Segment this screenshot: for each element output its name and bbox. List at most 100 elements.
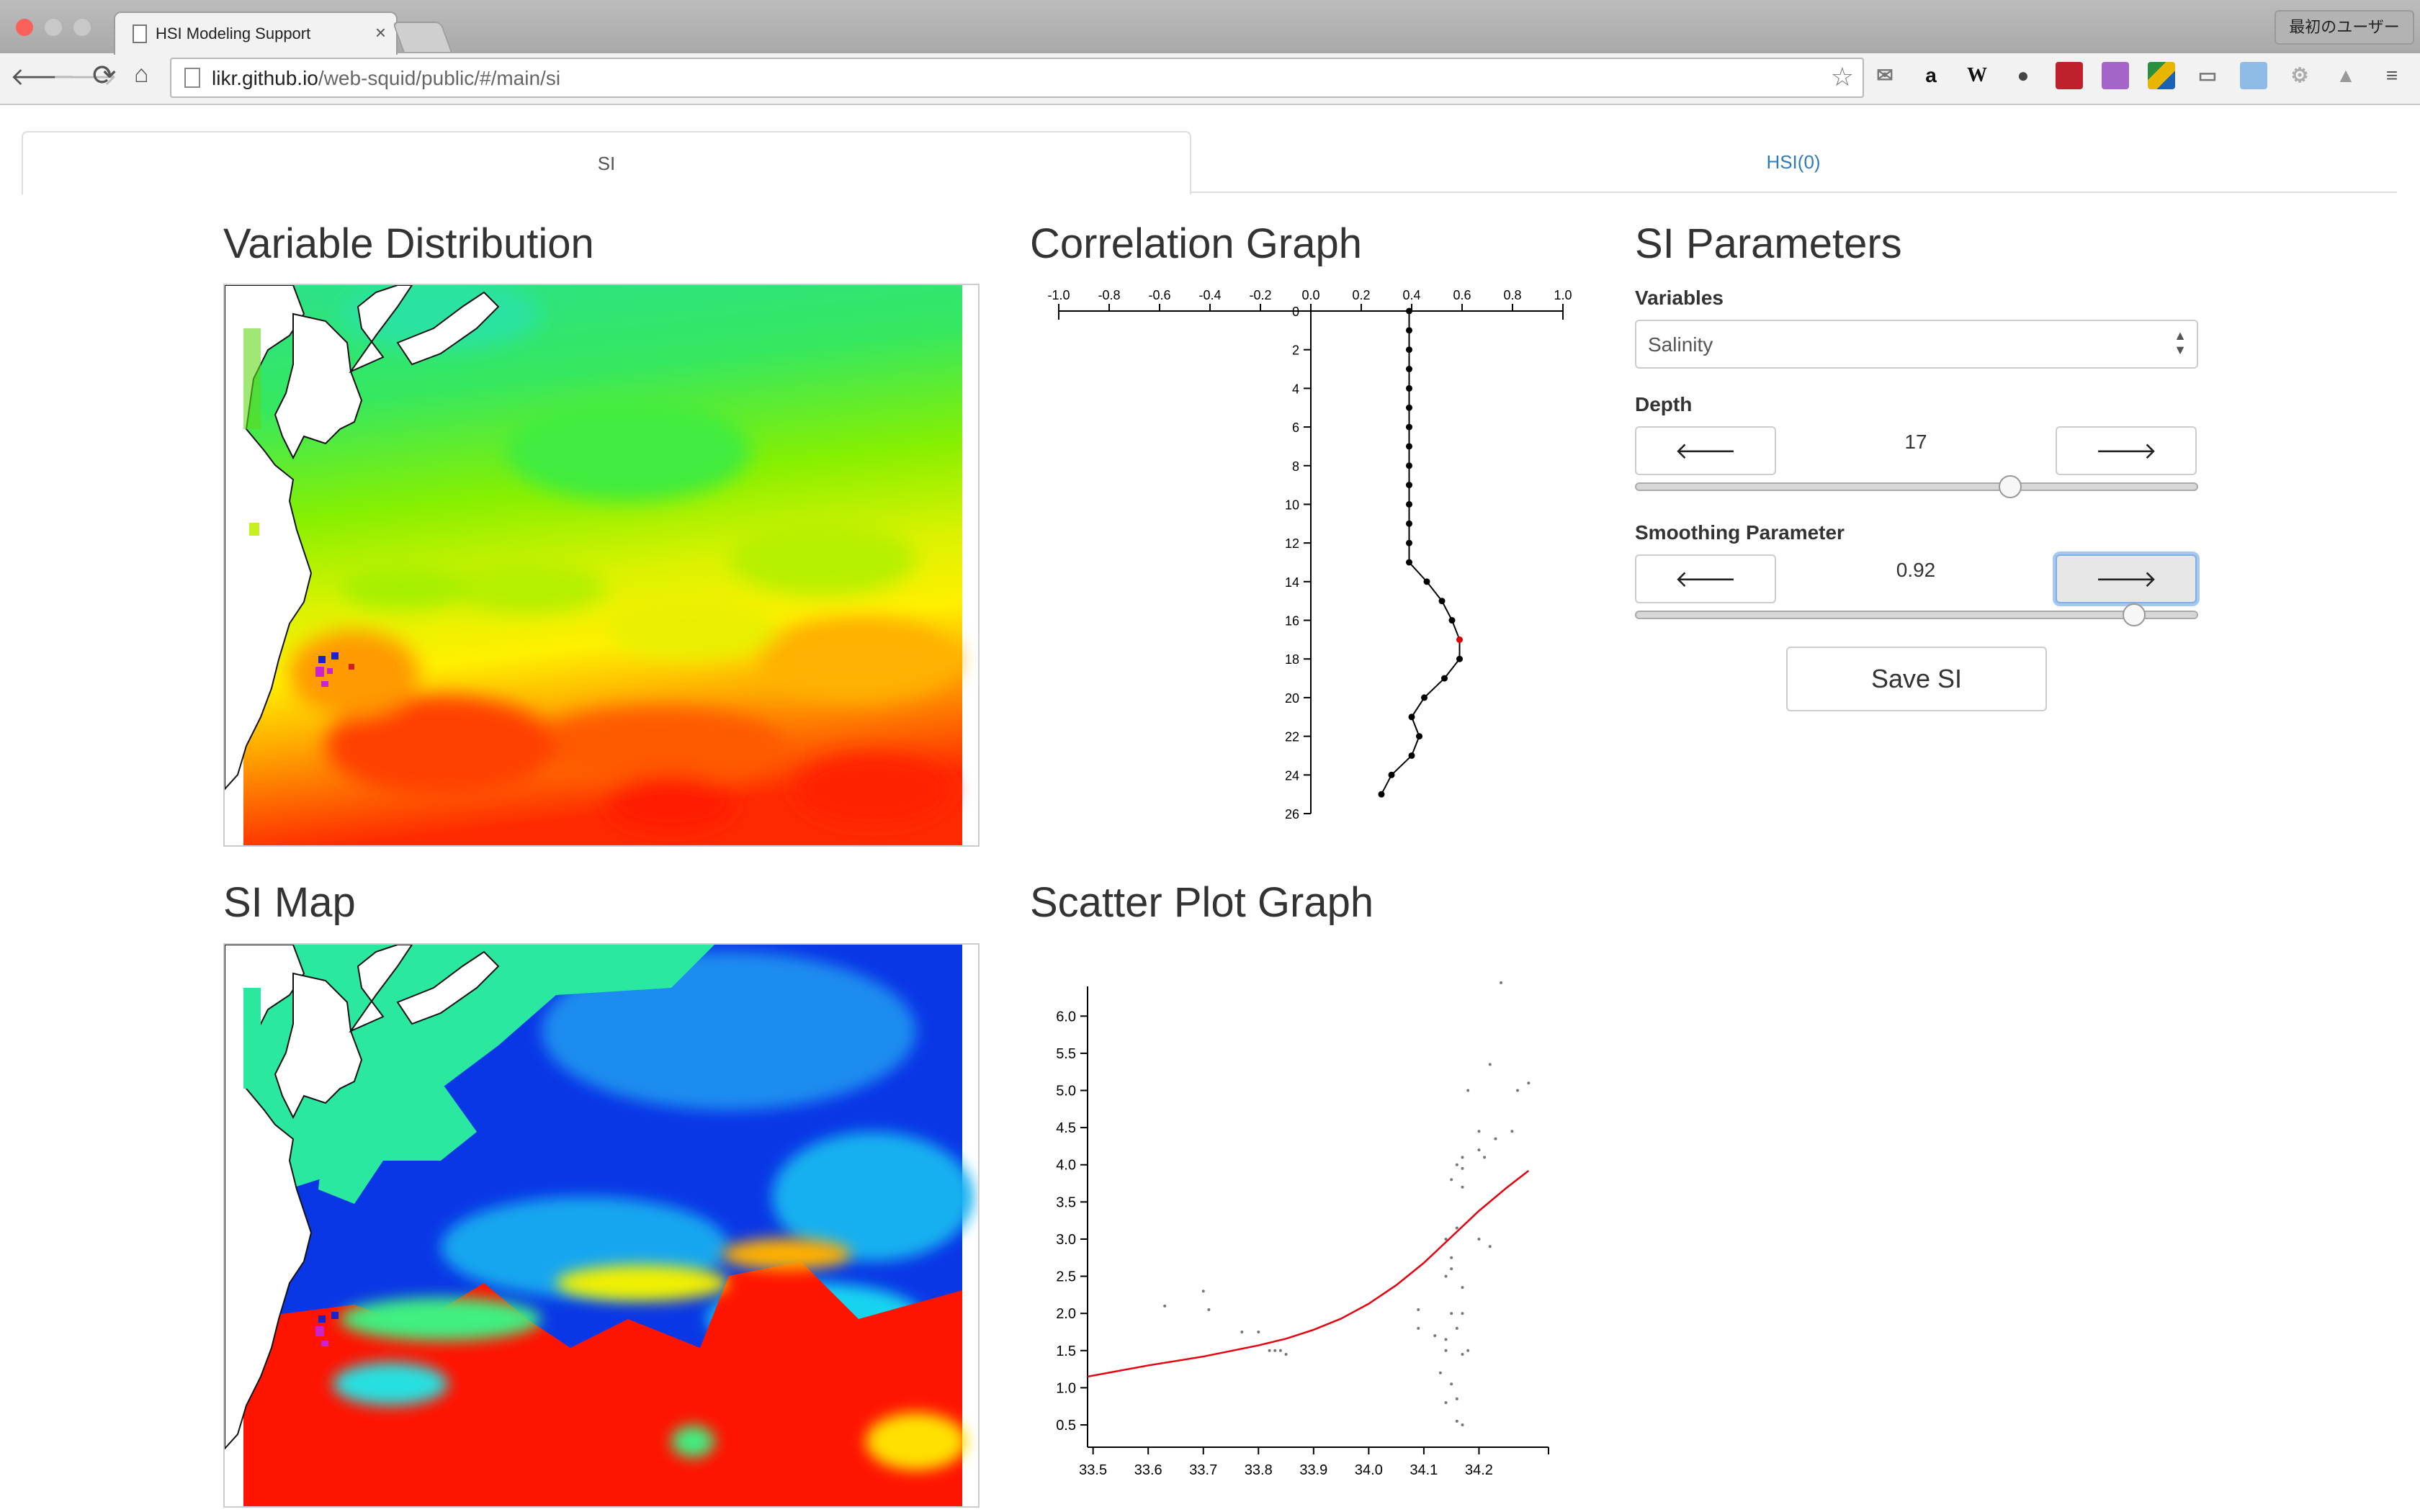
correlation-graph-title: Correlation Graph	[1030, 220, 1362, 267]
scatter-data-point	[1461, 1156, 1464, 1159]
url-text: likr.github.io/web-squid/public/#/main/s…	[212, 67, 560, 90]
cast-icon[interactable]: ▭	[2197, 64, 2218, 86]
scatter-x-tick-label: 33.8	[1245, 1462, 1273, 1478]
back-icon[interactable]: 🡐	[10, 63, 76, 91]
corr-data-point	[1406, 482, 1412, 489]
extension-purple-icon[interactable]	[2102, 62, 2129, 89]
scatter-data-point	[1461, 1423, 1464, 1427]
extension-gear-icon[interactable]: ⚙	[2290, 64, 2309, 86]
depth-next-button[interactable]: 🡒	[2056, 426, 2197, 475]
scatter-data-point	[1466, 1349, 1470, 1352]
corr-data-point	[1406, 462, 1412, 469]
variables-select[interactable]: Salinity ▲ ▼	[1635, 320, 2198, 369]
corr-y-tick-label: 18	[1285, 652, 1299, 667]
smoothing-prev-button[interactable]: 🡐	[1635, 554, 1776, 603]
extension-red-icon[interactable]	[2056, 62, 2083, 89]
extension-flag-icon[interactable]	[2148, 62, 2175, 89]
si-map-mid-band	[333, 1238, 967, 1470]
address-bar[interactable]: likr.github.io/web-squid/public/#/main/s…	[170, 58, 1864, 98]
corr-y-tick-label: 24	[1285, 768, 1299, 783]
profile-button[interactable]: 最初のユーザー	[2275, 10, 2414, 45]
corr-data-point	[1456, 655, 1463, 662]
reload-icon[interactable]: ⟳	[92, 60, 117, 91]
smoothing-slider[interactable]	[1635, 603, 2198, 626]
camera-icon[interactable]	[2240, 62, 2267, 89]
sample-point	[318, 656, 326, 663]
correlation-graph: -1.0 -0.8 -0.6 -0.4 -0.2 0.0 0.2 0.4 0.6 0.8 1.0 0 2…	[1047, 288, 1572, 822]
depth-prev-button[interactable]: 🡐	[1635, 426, 1776, 475]
corr-y-tick-label: 6	[1292, 420, 1299, 435]
corr-x-tick-label: 0.6	[1453, 288, 1471, 302]
tab-close-icon[interactable]: ×	[375, 22, 386, 43]
si-map[interactable]	[223, 943, 980, 1508]
corr-x-tick-label: 0.0	[1301, 288, 1319, 302]
scatter-y-tick-label: 3.5	[1056, 1194, 1076, 1210]
drive-icon[interactable]: ▲	[2336, 64, 2356, 86]
menu-icon[interactable]: ≡	[2385, 64, 2398, 86]
arrow-left-icon: 🡐	[1675, 438, 1736, 464]
variable-distribution-map[interactable]	[223, 284, 980, 847]
corr-y-tick-label: 0	[1292, 305, 1299, 319]
scatter-y-tick-label: 0.5	[1056, 1418, 1076, 1434]
scatter-data-point	[1433, 1334, 1437, 1338]
scatter-x-tick-label: 34.2	[1465, 1462, 1493, 1478]
bookmark-star-icon[interactable]: ☆	[1830, 62, 1854, 91]
variable-map-svg	[225, 285, 962, 845]
smoothing-next-button[interactable]: 🡒	[2056, 554, 2197, 603]
corr-y-tick-label: 10	[1285, 498, 1299, 512]
scatter-data-point	[1163, 1304, 1167, 1308]
amazon-icon[interactable]: a	[1925, 64, 1937, 86]
corr-data-point	[1406, 500, 1412, 508]
scatter-data-point	[1455, 1163, 1458, 1166]
scatter-data-point	[1477, 1237, 1481, 1241]
scatter-data-point	[1483, 1156, 1487, 1159]
scatter-data-point	[1240, 1331, 1244, 1333]
sample-point	[318, 1315, 326, 1323]
home-icon[interactable]: ⌂	[134, 60, 149, 88]
minimize-window-icon[interactable]	[45, 19, 62, 36]
tab-hsi[interactable]: HSI(0)	[1190, 131, 2397, 193]
scatter-x-tick-label: 34.1	[1410, 1462, 1438, 1478]
gmail-icon[interactable]: ✉	[1876, 64, 1894, 86]
browser-tab-title: HSI Modeling Support	[156, 24, 311, 42]
browser-tab[interactable]: HSI Modeling Support ×	[114, 12, 398, 55]
corr-x-tick-label: -1.0	[1047, 288, 1070, 302]
corr-y-tick-label: 20	[1285, 691, 1299, 706]
scatter-y-tick-label: 2.0	[1056, 1306, 1076, 1322]
save-si-button[interactable]: Save SI	[1786, 647, 2047, 711]
smoothing-slider-thumb[interactable]	[2123, 603, 2146, 626]
close-window-icon[interactable]	[16, 19, 33, 36]
scatter-data-point	[1455, 1397, 1458, 1400]
scatter-data-point	[1461, 1352, 1464, 1356]
sample-point	[315, 1326, 324, 1336]
depth-slider-thumb[interactable]	[1998, 475, 2022, 498]
variable-distribution-title: Variable Distribution	[223, 220, 594, 267]
corr-y-tick-label: 22	[1285, 730, 1299, 744]
scatter-data-point	[1417, 1308, 1420, 1312]
app-tabs: SI HSI(0)	[22, 131, 2397, 194]
scatter-data-point	[1527, 1081, 1531, 1085]
new-tab-button[interactable]	[392, 22, 452, 52]
scatter-x-tick-label: 34.0	[1355, 1462, 1383, 1478]
corr-data-point	[1423, 578, 1430, 585]
scatter-data-point	[1444, 1401, 1448, 1405]
depth-slider[interactable]	[1635, 475, 2198, 498]
scatter-y-tick-label: 3.0	[1056, 1232, 1076, 1248]
corr-x-tick-label: -0.8	[1098, 288, 1120, 302]
corr-x-tick-label: 1.0	[1554, 288, 1572, 302]
scatter-y-tick-label: 1.5	[1056, 1344, 1076, 1359]
corr-x-tick-label: -0.4	[1198, 288, 1221, 302]
corr-data-point	[1406, 327, 1412, 334]
incognito-icon[interactable]: ●	[2017, 64, 2030, 86]
si-map-title: SI Map	[223, 879, 356, 926]
forward-icon[interactable]: 🡒	[52, 63, 118, 91]
zoom-window-icon[interactable]	[73, 19, 91, 36]
scatter-x-tick-label: 33.5	[1079, 1462, 1107, 1478]
scatter-data-point	[1450, 1256, 1453, 1259]
tab-si[interactable]: SI	[22, 131, 1191, 194]
wikipedia-icon[interactable]: W	[1967, 64, 1987, 86]
si-map-svg	[225, 945, 974, 1506]
corr-data-point	[1438, 598, 1446, 605]
scatter-data-point	[1455, 1226, 1458, 1230]
browser-chrome: HSI Modeling Support × 最初のユーザー 🡐 🡒 ⟳ ⌂ l…	[0, 0, 2420, 105]
